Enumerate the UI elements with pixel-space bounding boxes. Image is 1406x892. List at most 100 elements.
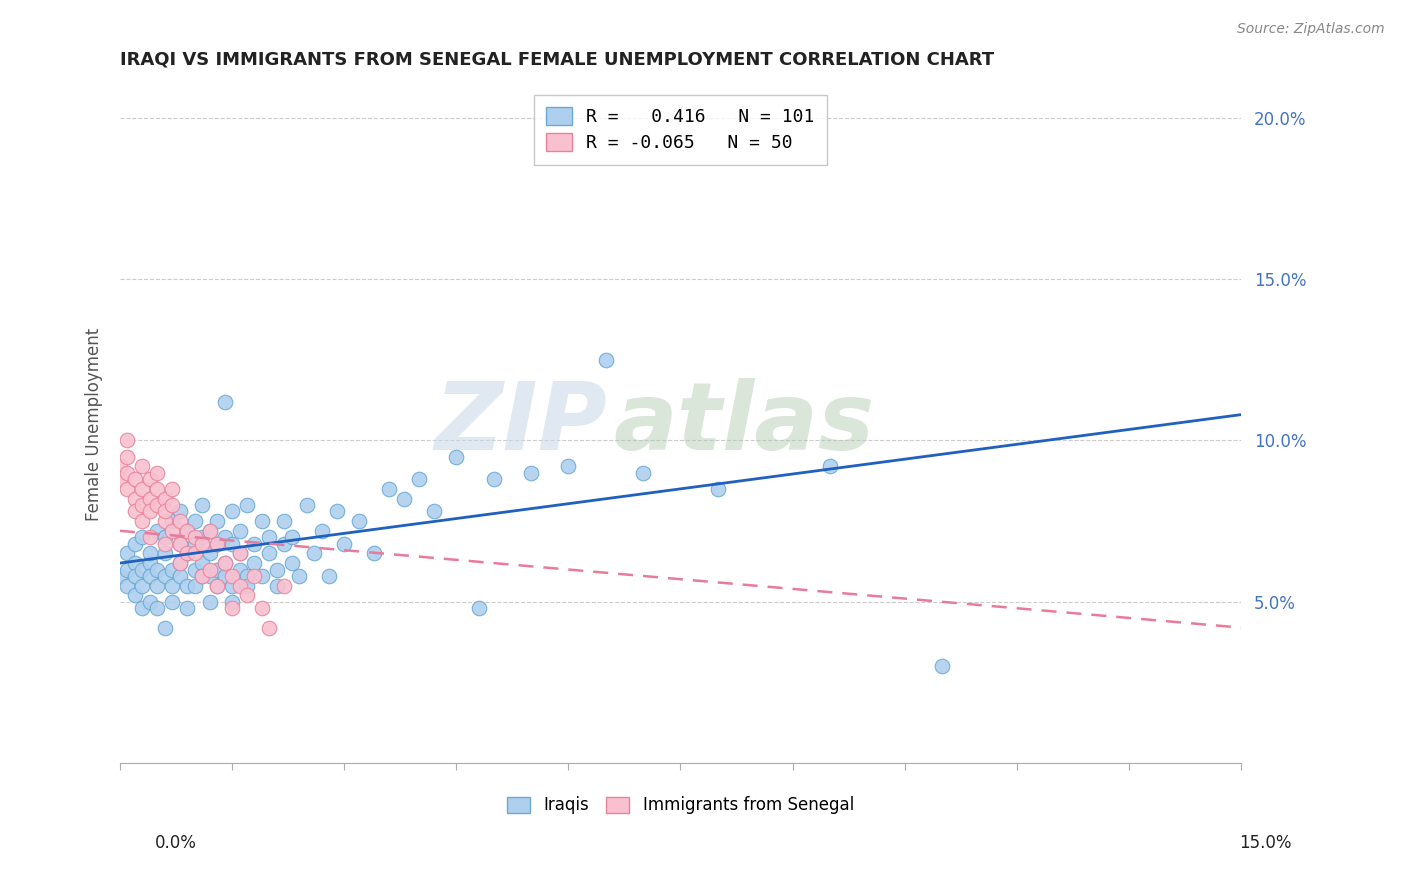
- Point: [131, 601, 153, 615]
- Point: [520, 466, 543, 480]
- Point: [266, 579, 288, 593]
- Point: [205, 579, 228, 593]
- Point: [205, 579, 228, 593]
- Point: [198, 524, 221, 538]
- Point: [108, 569, 131, 583]
- Y-axis label: Female Unemployment: Female Unemployment: [86, 327, 103, 521]
- Point: [139, 504, 162, 518]
- Point: [931, 659, 953, 673]
- Point: [139, 530, 162, 544]
- Point: [162, 579, 184, 593]
- Point: [482, 472, 505, 486]
- Point: [139, 556, 162, 570]
- Point: [311, 524, 333, 538]
- Point: [124, 569, 146, 583]
- Point: [169, 556, 191, 570]
- Point: [392, 491, 415, 506]
- Point: [131, 530, 153, 544]
- Point: [191, 569, 214, 583]
- Point: [169, 556, 191, 570]
- Point: [228, 562, 250, 576]
- Point: [139, 595, 162, 609]
- Point: [191, 569, 214, 583]
- Point: [295, 498, 318, 512]
- Point: [162, 482, 184, 496]
- Point: [198, 524, 221, 538]
- Point: [169, 537, 191, 551]
- Point: [131, 498, 153, 512]
- Point: [347, 514, 370, 528]
- Point: [176, 524, 198, 538]
- Point: [183, 546, 205, 560]
- Point: [631, 466, 654, 480]
- Point: [236, 579, 259, 593]
- Point: [243, 569, 266, 583]
- Point: [333, 537, 356, 551]
- Point: [153, 514, 176, 528]
- Point: [214, 569, 236, 583]
- Point: [124, 472, 146, 486]
- Text: ZIP: ZIP: [434, 378, 607, 470]
- Point: [153, 504, 176, 518]
- Point: [146, 601, 169, 615]
- Point: [557, 459, 579, 474]
- Point: [169, 569, 191, 583]
- Legend: Iraqis, Immigrants from Senegal: Iraqis, Immigrants from Senegal: [499, 788, 862, 822]
- Point: [288, 569, 311, 583]
- Point: [191, 556, 214, 570]
- Point: [117, 579, 139, 593]
- Point: [273, 514, 295, 528]
- Point: [214, 394, 236, 409]
- Point: [595, 352, 617, 367]
- Point: [169, 537, 191, 551]
- Point: [214, 556, 236, 570]
- Point: [117, 466, 139, 480]
- Point: [124, 556, 146, 570]
- Point: [162, 562, 184, 576]
- Point: [146, 466, 169, 480]
- Point: [124, 537, 146, 551]
- Point: [198, 595, 221, 609]
- Point: [423, 504, 446, 518]
- Point: [162, 498, 184, 512]
- Point: [131, 459, 153, 474]
- Point: [183, 562, 205, 576]
- Point: [198, 569, 221, 583]
- Point: [259, 621, 281, 635]
- Point: [169, 504, 191, 518]
- Point: [273, 579, 295, 593]
- Point: [205, 514, 228, 528]
- Point: [146, 562, 169, 576]
- Point: [162, 524, 184, 538]
- Point: [153, 546, 176, 560]
- Point: [228, 546, 250, 560]
- Point: [243, 537, 266, 551]
- Point: [153, 491, 176, 506]
- Point: [162, 514, 184, 528]
- Point: [467, 601, 489, 615]
- Point: [176, 601, 198, 615]
- Point: [183, 579, 205, 593]
- Point: [221, 504, 243, 518]
- Text: atlas: atlas: [613, 378, 875, 470]
- Point: [214, 530, 236, 544]
- Point: [117, 450, 139, 464]
- Point: [153, 537, 176, 551]
- Point: [198, 546, 221, 560]
- Point: [281, 530, 304, 544]
- Point: [408, 472, 430, 486]
- Point: [198, 562, 221, 576]
- Text: Source: ZipAtlas.com: Source: ZipAtlas.com: [1237, 22, 1385, 37]
- Point: [183, 530, 205, 544]
- Point: [183, 537, 205, 551]
- Point: [281, 556, 304, 570]
- Point: [153, 569, 176, 583]
- Point: [273, 537, 295, 551]
- Point: [108, 459, 131, 474]
- Point: [221, 601, 243, 615]
- Point: [162, 595, 184, 609]
- Point: [176, 546, 198, 560]
- Point: [139, 546, 162, 560]
- Point: [146, 524, 169, 538]
- Text: 0.0%: 0.0%: [155, 834, 197, 852]
